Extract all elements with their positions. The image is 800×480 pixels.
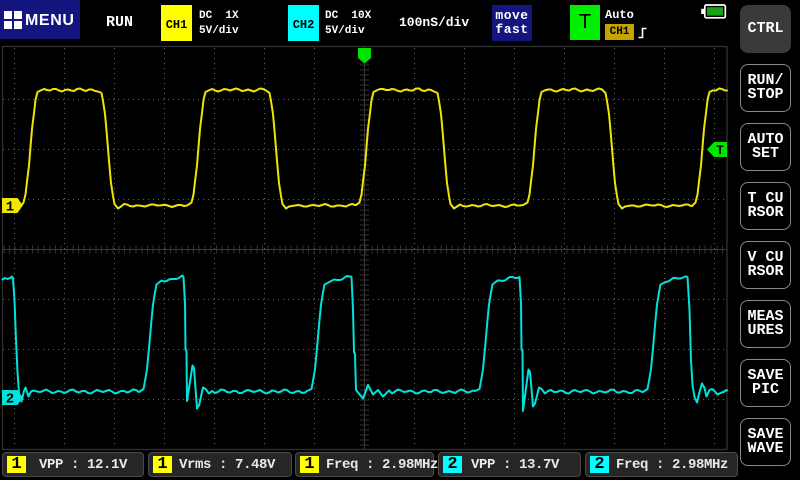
svg-text:T: T bbox=[716, 143, 724, 157]
svg-text:1: 1 bbox=[6, 200, 14, 216]
svg-text:2: 2 bbox=[6, 392, 14, 408]
